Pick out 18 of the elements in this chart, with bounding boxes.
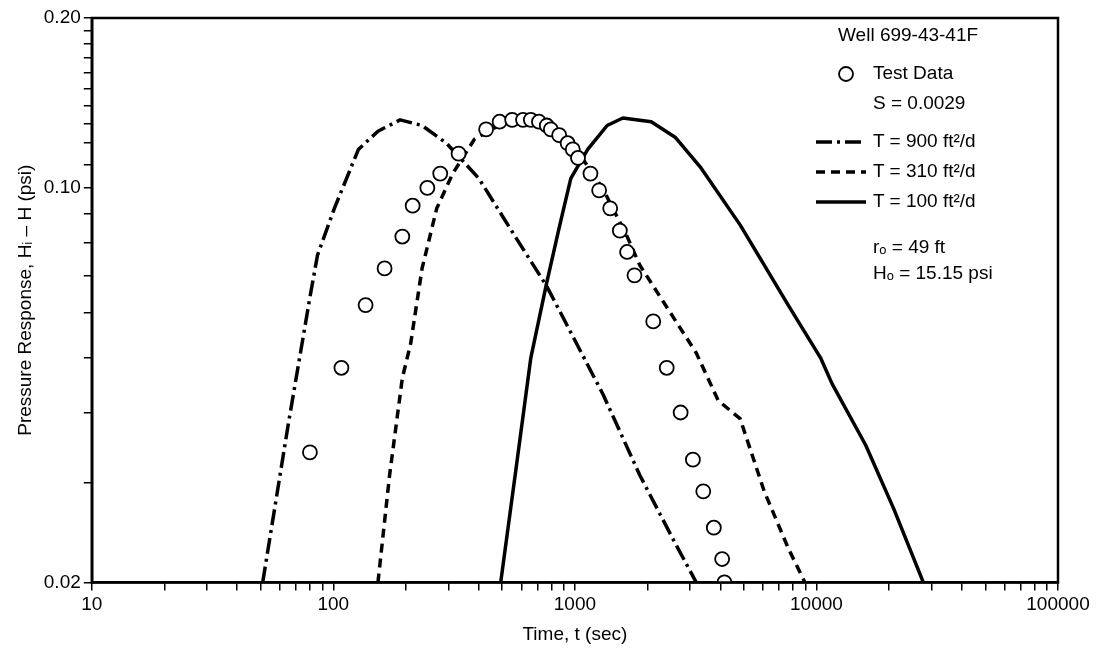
annotation: Hₒ = 15.15 psi	[873, 262, 993, 284]
x-tick-label: 100	[317, 593, 350, 615]
legend-label: T = 900 ft²/d	[873, 130, 976, 152]
annotation: S = 0.0029	[873, 92, 966, 114]
legend-label: T = 100 ft²/d	[873, 190, 976, 212]
annotation: rₒ = 49 ft	[873, 236, 946, 258]
y-tick-label: 0.20	[43, 6, 81, 28]
y-axis-title: Pressure Response, Hᵢ – H (psi)	[13, 164, 35, 436]
legend-label: T = 310 ft²/d	[873, 160, 976, 182]
x-tick-label: 10	[81, 593, 103, 615]
legend-label: Test Data	[873, 62, 954, 84]
y-tick-label: 0.10	[43, 176, 81, 198]
y-tick-label: 0.02	[43, 570, 81, 592]
x-tick-label: 10000	[790, 593, 843, 615]
x-tick-label: 100000	[1026, 593, 1090, 615]
x-axis-title: Time, t (sec)	[522, 622, 628, 644]
x-tick-label: 1000	[553, 593, 597, 615]
legend-title: Well 699-43-41F	[838, 24, 979, 46]
